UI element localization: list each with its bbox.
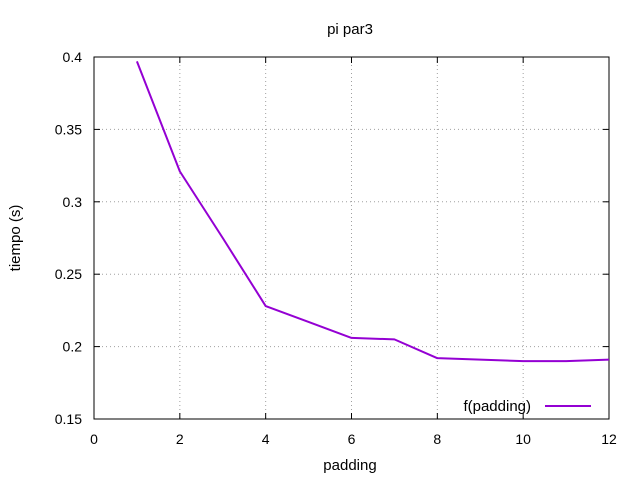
y-tick-label: 0.35 [55, 121, 82, 137]
y-tick-label: 0.25 [55, 266, 82, 282]
legend: f(padding) [463, 398, 591, 415]
y-tick-label: 0.2 [63, 339, 83, 355]
y-axis-label: tiempo (s) [7, 205, 24, 272]
y-tick-label: 0.15 [55, 411, 82, 427]
series-group [135, 60, 610, 363]
y-tick-label: 0.3 [63, 194, 83, 210]
x-axis-ticks: 0 2 4 6 8 10 12 [90, 57, 617, 447]
grid-lines [94, 57, 609, 419]
x-tick-label: 8 [433, 431, 441, 447]
x-tick-label: 0 [90, 431, 98, 447]
x-tick-label: 12 [601, 431, 617, 447]
x-tick-label: 10 [515, 431, 531, 447]
legend-label: f(padding) [463, 398, 531, 415]
x-tick-label: 4 [262, 431, 270, 447]
x-tick-label: 2 [176, 431, 184, 447]
chart-title: pi par3 [327, 21, 373, 38]
x-axis-label: padding [323, 457, 376, 474]
y-axis-ticks: 0.15 0.2 0.25 0.3 0.35 0.4 [55, 49, 609, 427]
series-line-0 [135, 60, 610, 363]
x-tick-label: 6 [348, 431, 356, 447]
y-tick-label: 0.4 [63, 49, 83, 65]
